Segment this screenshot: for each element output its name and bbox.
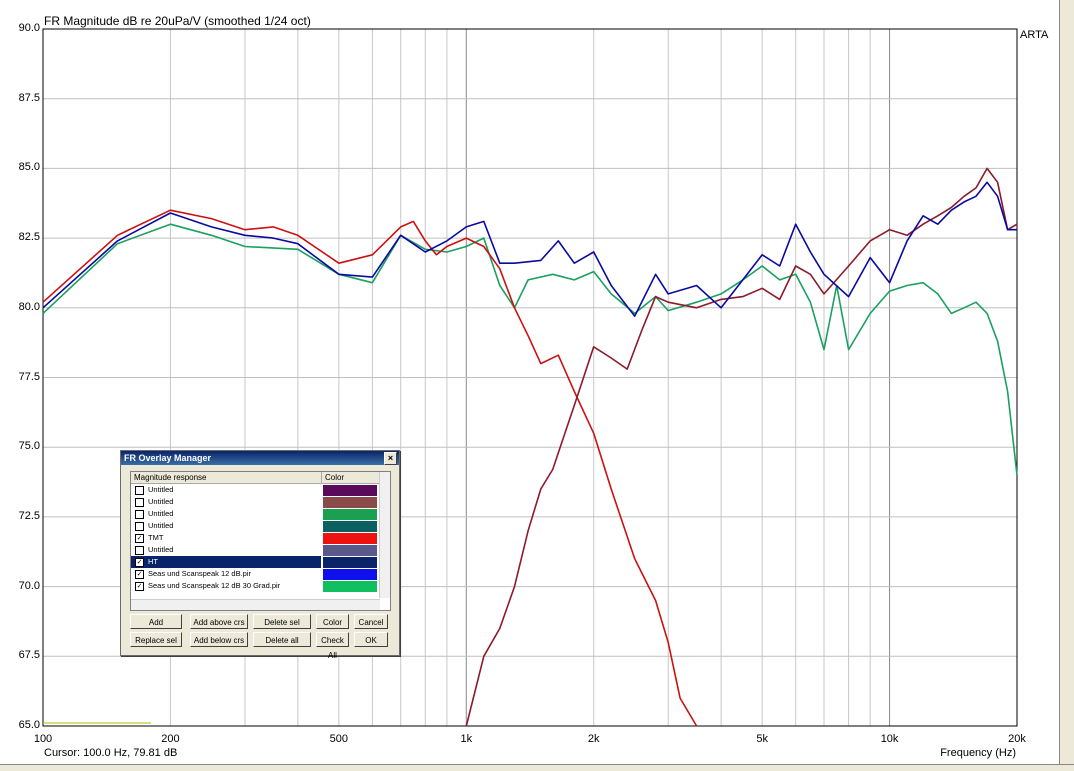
y-tick-label: 77.5 [18,370,40,383]
plot-frame [42,28,1018,727]
list-item-label: HT [148,557,158,566]
list-item[interactable]: Untitled [131,508,390,520]
series-line [465,167,1018,727]
list-item-label-cell: ✓ TMT [131,532,321,544]
add-button[interactable]: Add [130,614,182,629]
x-tick-label: 200 [161,733,180,745]
checkbox[interactable]: ✓ [135,533,144,543]
replace-sel-button[interactable]: Replace sel [130,632,182,647]
x-tick-label: 500 [329,733,349,745]
check-all-button[interactable]: Check All [316,632,349,660]
x-axis-label: Frequency (Hz) [940,747,1016,759]
color-swatch[interactable] [323,496,377,508]
list-item-label-cell: ✓ HT [131,556,321,568]
delete-all-button[interactable]: Delete all [253,632,311,647]
y-tick-label: 82.5 [18,231,40,244]
dialog-titlebar[interactable]: FR Overlay Manager × [121,451,399,465]
x-tick-label: 5k [756,733,768,745]
list-item-label-cell: Untitled [131,484,321,496]
y-tick-label: 85.0 [18,161,40,174]
list-item[interactable]: Untitled [131,496,390,508]
list-item-label: Untitled [148,497,174,506]
frequency-response-plot[interactable] [0,0,1059,764]
list-item[interactable]: ✓ Seas und Scanspeak 12 dB 30 Grad.pir [131,580,390,592]
checkbox[interactable] [135,497,144,507]
list-item-label: Untitled [148,509,174,518]
y-tick-label: 75.0 [18,440,40,453]
list-item-label-cell: Untitled [131,544,321,556]
y-tick-label: 90.0 [18,22,40,34]
x-tick-label: 1k [460,733,473,745]
color-swatch[interactable] [323,484,377,496]
list-item[interactable]: Untitled [131,520,390,532]
status-bar [0,764,1074,771]
list-item-label-cell: ✓ Seas und Scanspeak 12 dB.pir [131,568,321,580]
column-header-color[interactable]: Color [322,472,381,484]
overlay-manager-dialog: FR Overlay Manager × Magnitude response … [120,450,400,660]
series-line [42,181,1017,317]
arta-marker: ARTA [1020,29,1049,41]
color-swatch[interactable] [323,544,377,556]
list-item-label: Untitled [148,485,174,494]
y-tick-label: 70.0 [18,579,40,592]
list-item[interactable]: ✓ TMT [131,532,390,544]
checkbox[interactable] [135,509,144,519]
color-swatch[interactable] [323,520,377,532]
column-header-magnitude[interactable]: Magnitude response [131,472,322,484]
checkbox[interactable] [135,521,144,531]
list-item-label: Untitled [148,545,174,554]
list-item[interactable]: ✓ Seas und Scanspeak 12 dB.pir [131,568,390,580]
checkbox[interactable]: ✓ [135,569,144,579]
cancel-button[interactable]: Cancel [354,614,388,629]
list-item-label-cell: Untitled [131,508,321,520]
y-tick-label: 72.5 [18,509,40,522]
list-item-label-cell: Untitled [131,520,321,532]
series-line [42,223,1018,476]
checkbox[interactable] [135,545,144,555]
vertical-scrollbar[interactable] [379,472,390,598]
color-swatch[interactable] [323,556,377,568]
color-swatch[interactable] [323,580,377,592]
color-swatch[interactable] [323,508,377,520]
list-item-label: Seas und Scanspeak 12 dB.pir [148,569,251,578]
list-item-label-cell: ✓ Seas und Scanspeak 12 dB 30 Grad.pir [131,580,321,592]
list-item-label: TMT [148,533,164,542]
y-tick-label: 80.0 [18,300,40,313]
color-button[interactable]: Color [316,614,349,629]
color-swatch[interactable] [323,532,377,544]
checkbox[interactable]: ✓ [135,557,144,567]
x-tick-label: 100 [33,733,53,745]
list-item[interactable]: Untitled [131,544,390,556]
overlay-list[interactable]: Magnitude response Color Untitled Untitle… [130,471,391,611]
right-scroll-pane[interactable] [1059,0,1074,770]
y-tick-label: 87.5 [18,91,40,104]
color-swatch[interactable] [323,568,377,580]
delete-sel-button[interactable]: Delete sel [253,614,311,629]
cursor-readout: Cursor: 100.0 Hz, 79.81 dB [44,747,178,759]
list-item[interactable]: ✓ HT [131,556,390,568]
list-item-label-cell: Untitled [131,496,321,508]
list-item-label: Untitled [148,521,174,530]
dialog-title: FR Overlay Manager [124,453,212,463]
checkbox[interactable] [135,485,144,495]
x-tick-label: 2k [587,733,600,745]
y-tick-label: 65.0 [18,719,40,731]
series-line [42,209,698,727]
list-item[interactable]: Untitled [131,484,390,496]
add-above-crs-button[interactable]: Add above crs [190,614,248,629]
x-tick-label: 10k [880,733,899,745]
y-tick-label: 67.5 [18,649,40,662]
ok-button[interactable]: OK [354,632,388,647]
add-below-crs-button[interactable]: Add below crs [190,632,248,647]
x-tick-label: 20k [1008,733,1026,745]
checkbox[interactable]: ✓ [135,581,144,591]
chart-title: FR Magnitude dB re 20uPa/V (smoothed 1/2… [44,14,311,28]
horizontal-scrollbar[interactable] [131,599,380,610]
list-item-label: Seas und Scanspeak 12 dB 30 Grad.pir [148,581,281,590]
close-icon[interactable]: × [384,452,397,465]
